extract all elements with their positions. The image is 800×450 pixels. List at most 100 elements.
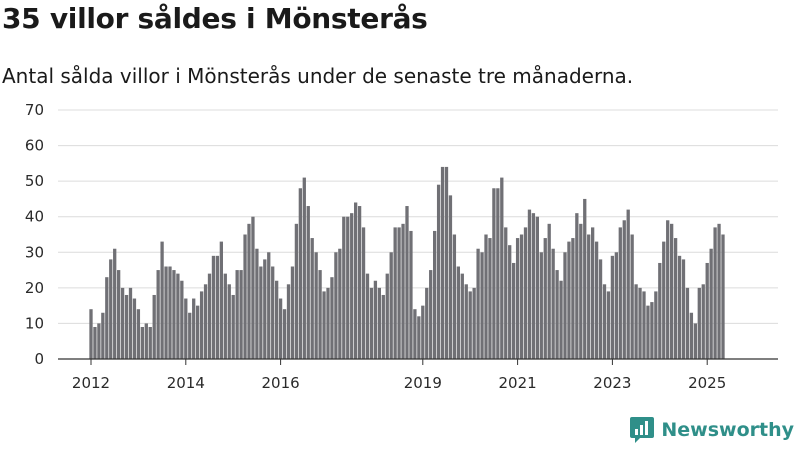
bar (444, 166, 449, 359)
bar (310, 238, 314, 359)
bar (681, 259, 686, 359)
brand-name: Newsworthy (661, 419, 794, 441)
bar (693, 323, 697, 359)
bar (263, 259, 267, 359)
bar (239, 270, 243, 359)
bar (579, 223, 583, 359)
bar (275, 280, 279, 359)
y-tick-label: 70 (25, 101, 44, 119)
bar (243, 234, 247, 359)
bar (405, 206, 409, 359)
bar (223, 273, 227, 359)
bar (361, 227, 366, 359)
y-tick-label: 20 (25, 279, 44, 297)
bar (413, 309, 417, 359)
bar (409, 230, 413, 359)
bar (203, 284, 208, 359)
bar (196, 305, 200, 359)
bar (685, 287, 690, 359)
newsworthy-logo-icon (630, 417, 655, 443)
bar (397, 227, 401, 359)
bar (278, 298, 283, 359)
bar (164, 266, 168, 359)
bar (594, 241, 599, 359)
bar (373, 280, 378, 359)
bar (322, 291, 326, 359)
brand-logo: Newsworthy (629, 416, 794, 444)
bar (508, 245, 512, 359)
bar (559, 280, 563, 359)
bar (109, 259, 113, 359)
bar (132, 298, 137, 359)
bar (610, 255, 615, 359)
bar (215, 255, 220, 359)
bar (334, 252, 338, 359)
bar (93, 326, 97, 359)
bar (369, 287, 374, 359)
chart-title: 35 villor såldes i Mönsterås (2, 2, 428, 35)
bar (650, 302, 654, 359)
bar (227, 284, 231, 359)
bar (235, 270, 239, 359)
bar (519, 234, 524, 359)
bar (670, 223, 674, 359)
bar (697, 287, 701, 359)
bar (646, 305, 650, 359)
bar (377, 287, 381, 359)
bar (606, 291, 611, 359)
bar (575, 213, 579, 359)
bar (496, 188, 500, 359)
bar (531, 213, 536, 359)
x-tick-label: 2016 (262, 374, 300, 392)
bar (101, 312, 105, 359)
y-tick-label: 10 (25, 314, 44, 332)
bar (654, 291, 658, 359)
bar (140, 326, 144, 359)
bar (658, 262, 662, 359)
bar (168, 266, 172, 359)
bar (689, 312, 694, 359)
bar (302, 177, 306, 359)
bar (357, 206, 362, 359)
y-tick-label: 60 (25, 137, 44, 155)
bar (342, 216, 346, 359)
bar (662, 241, 666, 359)
bar (701, 284, 705, 359)
bar (314, 252, 318, 359)
bar (255, 248, 259, 359)
bar (634, 284, 638, 359)
bars (89, 166, 725, 359)
x-tick-label: 2025 (688, 374, 726, 392)
bar (539, 252, 543, 359)
highlight-value-label: 35 (735, 0, 754, 4)
bar (105, 277, 109, 359)
bar (192, 298, 196, 359)
bar (128, 287, 133, 359)
bar (144, 323, 148, 359)
bar (219, 241, 223, 359)
bar (251, 216, 255, 359)
y-tick-label: 30 (25, 243, 44, 261)
bar (598, 259, 603, 359)
x-tick-label: 2014 (167, 374, 205, 392)
bar (172, 270, 176, 359)
x-tick-label: 2012 (72, 374, 110, 392)
bar (207, 273, 212, 359)
bar (721, 234, 725, 359)
bar (381, 294, 385, 359)
x-axis-ticks: 2012 2014 2016 2019 2021 2023 2025 (72, 359, 726, 392)
bar (176, 273, 180, 359)
bar (492, 188, 496, 359)
bar (425, 287, 429, 359)
bar (618, 227, 622, 359)
bar (330, 277, 334, 359)
bar (535, 216, 539, 359)
bar (547, 223, 551, 359)
bar (551, 248, 555, 359)
bar (286, 284, 291, 359)
bar (97, 323, 101, 359)
bar (421, 305, 425, 359)
bar (231, 294, 235, 359)
bar (583, 198, 587, 359)
